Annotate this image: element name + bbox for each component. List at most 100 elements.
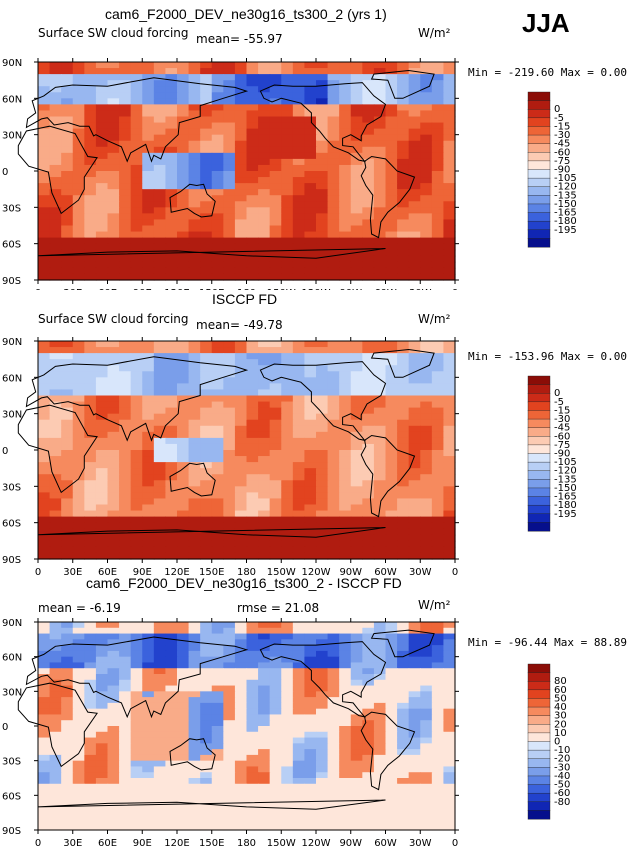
field-cell [188, 158, 201, 166]
field-cell [373, 86, 387, 93]
field-cell [200, 760, 213, 768]
field-cell [177, 431, 190, 439]
field-cell [362, 702, 375, 710]
field-cell [362, 273, 375, 281]
field-cell [246, 824, 259, 831]
field-cell [269, 158, 282, 166]
field-cell [350, 92, 363, 99]
field-cell [316, 128, 329, 136]
field-cell [246, 749, 259, 756]
field-cell [188, 801, 201, 808]
field-cell [107, 697, 120, 704]
field-cell [269, 456, 282, 463]
field-cell [223, 801, 236, 808]
field-cell [281, 650, 294, 658]
field-cell [130, 237, 143, 245]
field-cell [38, 243, 51, 251]
field-cell [258, 708, 271, 716]
field-cell [373, 249, 387, 257]
field-cell [234, 743, 248, 750]
field-cell [397, 754, 410, 762]
field-cell [304, 437, 317, 445]
field-cell [246, 189, 259, 196]
field-cell [223, 778, 236, 785]
field-cell [316, 540, 329, 548]
field-cell [258, 341, 271, 348]
field-cell [304, 273, 317, 281]
field-cell [281, 622, 294, 629]
field-cell [420, 80, 433, 87]
field-cell [258, 498, 271, 506]
field-cell [292, 708, 306, 716]
field-cell [165, 152, 178, 160]
field-cell [61, 341, 74, 348]
field-cell [431, 341, 445, 348]
field-cell [84, 195, 97, 202]
field-cell [130, 371, 143, 378]
field-cell [246, 134, 259, 142]
field-cell [385, 383, 398, 391]
field-cell [339, 152, 352, 160]
field-cell [119, 395, 132, 403]
field-cell [362, 134, 375, 142]
field-cell [211, 645, 224, 652]
field-cell [292, 749, 306, 756]
field-cell [350, 341, 363, 348]
field-cell [177, 395, 190, 403]
field-cell [234, 146, 248, 154]
field-cell [292, 116, 306, 124]
field-cell [200, 697, 213, 704]
field-cell [431, 134, 445, 142]
field-cell [292, 164, 306, 172]
field-cell [130, 760, 143, 768]
field-cell [420, 243, 433, 251]
field-cell [362, 486, 375, 493]
field-cell [373, 353, 387, 360]
field-cell [292, 674, 306, 681]
field-cell [95, 237, 109, 245]
field-cell [373, 122, 387, 130]
field-cell [61, 622, 74, 629]
field-cell [362, 353, 375, 360]
field-cell [234, 431, 248, 439]
field-cell [385, 207, 398, 214]
field-cell [142, 146, 155, 154]
field-cell [61, 772, 74, 779]
field-cell [431, 377, 445, 384]
field-cell [292, 789, 306, 796]
field-cell [223, 656, 236, 664]
field-cell [420, 737, 433, 744]
field-cell [38, 662, 51, 669]
field-cell [211, 552, 224, 560]
field-cell [177, 462, 190, 469]
field-cell [269, 552, 282, 560]
field-cell [281, 231, 294, 239]
field-cell [420, 249, 433, 257]
field-cell [38, 201, 51, 208]
field-cell [95, 552, 109, 560]
field-cell [292, 522, 306, 530]
field-cell [443, 158, 456, 166]
field-cell [373, 456, 387, 463]
field-cell [408, 546, 421, 554]
field-cell [304, 731, 317, 739]
field-cell [304, 140, 317, 148]
field-cell [61, 627, 74, 635]
field-cell [304, 341, 317, 348]
field-cell [84, 731, 97, 739]
field-cell [339, 134, 352, 142]
field-cell [211, 685, 224, 692]
field-cell [304, 104, 317, 112]
field-cell [362, 760, 375, 768]
field-cell [292, 546, 306, 554]
field-cell [211, 806, 224, 814]
field-cell [119, 691, 132, 698]
field-cell [165, 510, 178, 518]
field-cell [304, 177, 317, 184]
field-cell [107, 177, 120, 184]
field-cell [234, 273, 248, 281]
field-cell [385, 679, 398, 687]
field-cell [188, 401, 201, 409]
field-cell [119, 662, 132, 669]
field-cell [61, 498, 74, 506]
